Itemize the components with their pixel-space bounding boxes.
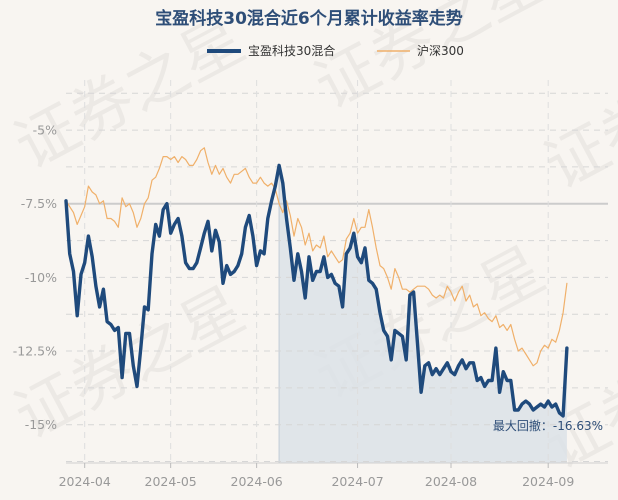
y-tick-label: -7.5% — [21, 196, 57, 211]
legend-label-index: 沪深300 — [417, 44, 464, 58]
max-drawdown-label: 最大回撤：-16.63% — [493, 418, 603, 433]
y-tick-label: -15% — [25, 417, 57, 432]
x-tick-label: 2024-07 — [331, 474, 383, 489]
x-tick-label: 2024-04 — [59, 474, 111, 489]
y-tick-label: -5% — [33, 123, 57, 138]
watermark-text: 证券之星 — [533, 22, 618, 203]
max-drawdown-area — [279, 165, 567, 463]
y-axis: -5% -7.5% -10% -12.5% -15% — [13, 123, 57, 433]
y-tick-label: -12.5% — [13, 344, 57, 359]
y-tick-label: -10% — [25, 270, 57, 285]
x-tick-label: 2024-09 — [522, 474, 574, 489]
x-tick-label: 2024-08 — [425, 474, 477, 489]
legend: 宝盈科技30混合 沪深300 — [207, 43, 464, 58]
grid-layer — [66, 80, 608, 464]
chart-title: 宝盈科技30混合近6个月累计收益率走势 — [155, 8, 463, 29]
watermark-text: 证券之星 — [3, 2, 256, 183]
series-line-index — [65, 147, 568, 367]
series-line-fund — [64, 163, 569, 418]
series-layer — [64, 147, 569, 418]
legend-label-fund: 宝盈科技30混合 — [248, 43, 335, 58]
x-tick-label: 2024-06 — [231, 474, 283, 489]
x-axis: 2024-04 2024-05 2024-06 2024-07 2024-08 2024-… — [59, 463, 574, 489]
x-tick-label: 2024-05 — [145, 474, 197, 489]
